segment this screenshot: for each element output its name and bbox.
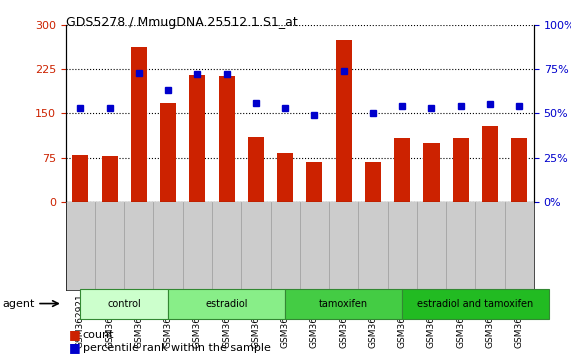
Text: ■: ■ bbox=[69, 328, 81, 341]
Bar bbox=[131, 47, 147, 202]
Text: ■: ■ bbox=[69, 341, 81, 354]
Bar bbox=[219, 76, 235, 202]
Text: estradiol: estradiol bbox=[206, 298, 248, 309]
Bar bbox=[160, 103, 176, 202]
Bar bbox=[307, 162, 323, 202]
Text: count: count bbox=[83, 330, 114, 339]
Text: control: control bbox=[107, 298, 141, 309]
Text: tamoxifen: tamoxifen bbox=[319, 298, 368, 309]
Bar bbox=[248, 137, 264, 202]
Bar bbox=[190, 75, 206, 202]
Bar bbox=[424, 143, 440, 202]
Bar bbox=[102, 156, 118, 202]
Text: percentile rank within the sample: percentile rank within the sample bbox=[83, 343, 271, 353]
Bar bbox=[365, 162, 381, 202]
Bar bbox=[277, 153, 293, 202]
Text: GDS5278 / MmugDNA.25512.1.S1_at: GDS5278 / MmugDNA.25512.1.S1_at bbox=[66, 16, 297, 29]
Bar bbox=[453, 138, 469, 202]
Bar bbox=[394, 138, 410, 202]
Bar bbox=[336, 40, 352, 202]
Bar bbox=[511, 138, 527, 202]
Bar bbox=[482, 126, 498, 202]
Text: estradiol and tamoxifen: estradiol and tamoxifen bbox=[417, 298, 533, 309]
Bar bbox=[73, 155, 89, 202]
Text: agent: agent bbox=[3, 298, 35, 309]
